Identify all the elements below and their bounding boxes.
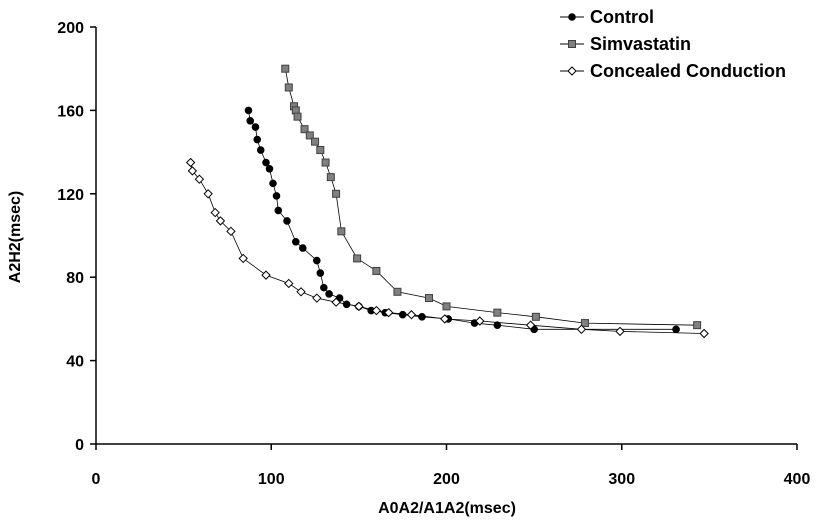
- data-point: [244, 106, 253, 115]
- legend-marker: [568, 40, 576, 48]
- legend-item: Control: [560, 7, 654, 27]
- data-point: [493, 308, 502, 317]
- data-point: [253, 135, 262, 144]
- x-axis-title: A0A2/A1A2(msec): [378, 500, 516, 517]
- data-point: [393, 287, 402, 296]
- data-point: [316, 146, 325, 155]
- data-point: [337, 227, 346, 236]
- data-point: [372, 266, 381, 275]
- data-point: [283, 217, 291, 225]
- data-point: [320, 283, 328, 292]
- data-point: [262, 158, 270, 167]
- series-layer: [185, 64, 709, 339]
- data-point: [284, 83, 293, 92]
- data-point: [383, 307, 394, 318]
- data-point: [493, 321, 502, 329]
- data-point: [672, 325, 680, 334]
- data-point: [265, 164, 274, 173]
- y-tick-label: 0: [75, 437, 84, 454]
- data-point: [418, 313, 426, 321]
- data-point: [576, 324, 587, 335]
- x-tick-label: 400: [784, 471, 811, 488]
- data-point: [291, 237, 300, 246]
- legend-marker: [567, 66, 577, 76]
- data-point: [269, 179, 277, 188]
- legend-label: Simvastatin: [590, 34, 691, 54]
- data-point: [316, 269, 325, 277]
- data-point: [331, 297, 341, 307]
- data-point: [326, 173, 335, 182]
- data-point: [325, 290, 333, 298]
- y-tick-label: 40: [66, 354, 84, 371]
- data-point: [226, 226, 236, 237]
- y-tick-label: 160: [57, 103, 84, 120]
- data-point: [312, 293, 322, 303]
- legend-item: Simvastatin: [560, 34, 691, 54]
- data-point: [699, 328, 709, 339]
- data-point: [203, 189, 213, 199]
- series-control: [244, 106, 680, 334]
- series-simvastatin: [281, 64, 702, 330]
- data-point: [296, 287, 306, 297]
- legend-label: Control: [590, 7, 654, 27]
- x-tick-label: 100: [258, 471, 285, 488]
- data-point: [281, 64, 290, 73]
- data-point: [693, 321, 702, 330]
- y-tick-label: 80: [66, 270, 84, 287]
- data-point: [311, 137, 320, 146]
- data-point: [321, 158, 330, 167]
- legend-label: Concealed Conduction: [590, 61, 786, 81]
- data-point: [293, 112, 302, 121]
- data-point: [615, 326, 625, 337]
- data-point: [406, 310, 417, 320]
- y-axis-title: A2H2(msec): [7, 191, 24, 283]
- series-concealed-conduction: [185, 157, 709, 339]
- data-point: [298, 244, 307, 252]
- data-point: [194, 174, 205, 184]
- data-point: [238, 253, 248, 264]
- data-point: [210, 207, 220, 218]
- data-point: [300, 125, 309, 134]
- legend-item: Concealed Conduction: [560, 61, 786, 81]
- data-point: [353, 254, 362, 263]
- data-point: [371, 305, 382, 316]
- data-point: [215, 216, 226, 226]
- data-point: [185, 157, 196, 168]
- data-point: [284, 278, 294, 289]
- data-point: [246, 117, 255, 125]
- data-point: [354, 301, 364, 312]
- data-point: [251, 123, 260, 131]
- x-tick-label: 300: [608, 471, 635, 488]
- data-point: [261, 270, 271, 280]
- data-point: [525, 320, 536, 330]
- legend-marker: [568, 13, 576, 21]
- data-point: [256, 146, 265, 154]
- series-line: [284, 68, 698, 326]
- data-point: [440, 314, 450, 324]
- data-point: [272, 192, 281, 200]
- axes: 0 40 80 120 160 200 0 100 200 300 400: [57, 20, 810, 488]
- data-point: [332, 189, 341, 198]
- x-tick-label: 200: [433, 471, 460, 488]
- data-point: [424, 294, 433, 303]
- y-tick-label: 200: [57, 20, 84, 37]
- x-tick-label: 0: [92, 471, 101, 488]
- y-tick-label: 120: [57, 187, 84, 204]
- data-point: [475, 316, 485, 326]
- data-point: [531, 312, 540, 321]
- data-point: [274, 206, 283, 215]
- data-point: [580, 319, 589, 328]
- data-point: [187, 166, 198, 176]
- legend: Control Simvastatin Concealed Conduction: [560, 7, 786, 81]
- data-point: [442, 302, 451, 311]
- data-point: [398, 310, 407, 319]
- data-point: [305, 131, 314, 140]
- data-point: [313, 256, 321, 265]
